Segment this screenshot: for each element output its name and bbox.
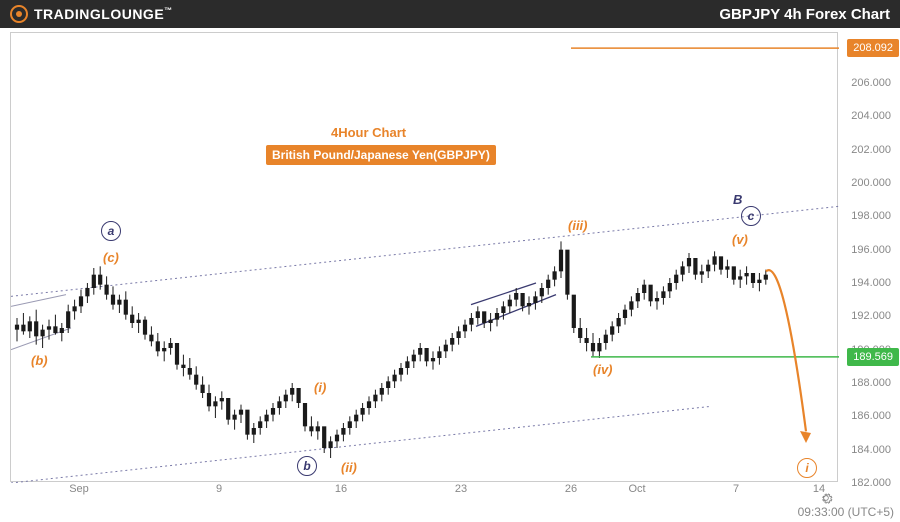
x-tick: 7	[733, 483, 739, 495]
y-tick: 202.000	[851, 144, 891, 156]
annot-chart-title: 4Hour Chart	[331, 125, 406, 140]
logo-text: TRADINGLOUNGE™	[34, 6, 173, 22]
x-tick: Oct	[628, 483, 645, 495]
annot-chart-subtitle: British Pound/Japanese Yen(GBPJPY)	[266, 145, 496, 165]
logo-icon	[10, 5, 28, 23]
y-tick: 194.000	[851, 277, 891, 289]
y-tick: 206.000	[851, 77, 891, 89]
chart-area[interactable]: 182.000184.000186.000188.000190.000192.0…	[10, 32, 838, 482]
logo: TRADINGLOUNGE™	[10, 5, 173, 23]
timestamp: 09:33:00 (UTC+5)	[798, 505, 894, 519]
chart-title: GBPJPY 4h Forex Chart	[719, 6, 890, 23]
wave-label: (c)	[103, 250, 119, 265]
x-tick: 9	[216, 483, 222, 495]
chart-svg	[11, 33, 839, 483]
wave-label: (v)	[732, 232, 748, 247]
wave-label: (iii)	[568, 218, 588, 233]
y-tick: 188.000	[851, 377, 891, 389]
x-tick: 26	[565, 483, 577, 495]
x-tick: 16	[335, 483, 347, 495]
y-tick: 204.000	[851, 110, 891, 122]
wave-label-circled: c	[741, 206, 761, 226]
wave-label: B	[733, 192, 742, 207]
y-tick: 198.000	[851, 210, 891, 222]
y-tick: 184.000	[851, 444, 891, 456]
y-tick: 182.000	[851, 477, 891, 489]
price-tag: 189.569	[847, 348, 899, 366]
y-tick: 200.000	[851, 177, 891, 189]
x-tick: Sep	[69, 483, 89, 495]
y-tick: 196.000	[851, 244, 891, 256]
y-tick: 192.000	[851, 310, 891, 322]
x-axis: Sep9162326Oct714	[11, 483, 837, 499]
wave-label-circled: a	[101, 221, 121, 241]
gear-icon[interactable]	[819, 491, 833, 505]
wave-label-circled: b	[297, 456, 317, 476]
price-tag: 208.092	[847, 39, 899, 57]
wave-label: (ii)	[341, 460, 357, 475]
wave-label: (i)	[314, 380, 326, 395]
x-tick: 23	[455, 483, 467, 495]
wave-label: (b)	[31, 353, 48, 368]
wave-label-circled: i	[797, 458, 817, 478]
y-tick: 186.000	[851, 410, 891, 422]
y-axis: 182.000184.000186.000188.000190.000192.0…	[839, 33, 895, 483]
header-bar: TRADINGLOUNGE™ GBPJPY 4h Forex Chart	[0, 0, 900, 28]
wave-label: (iv)	[593, 362, 613, 377]
